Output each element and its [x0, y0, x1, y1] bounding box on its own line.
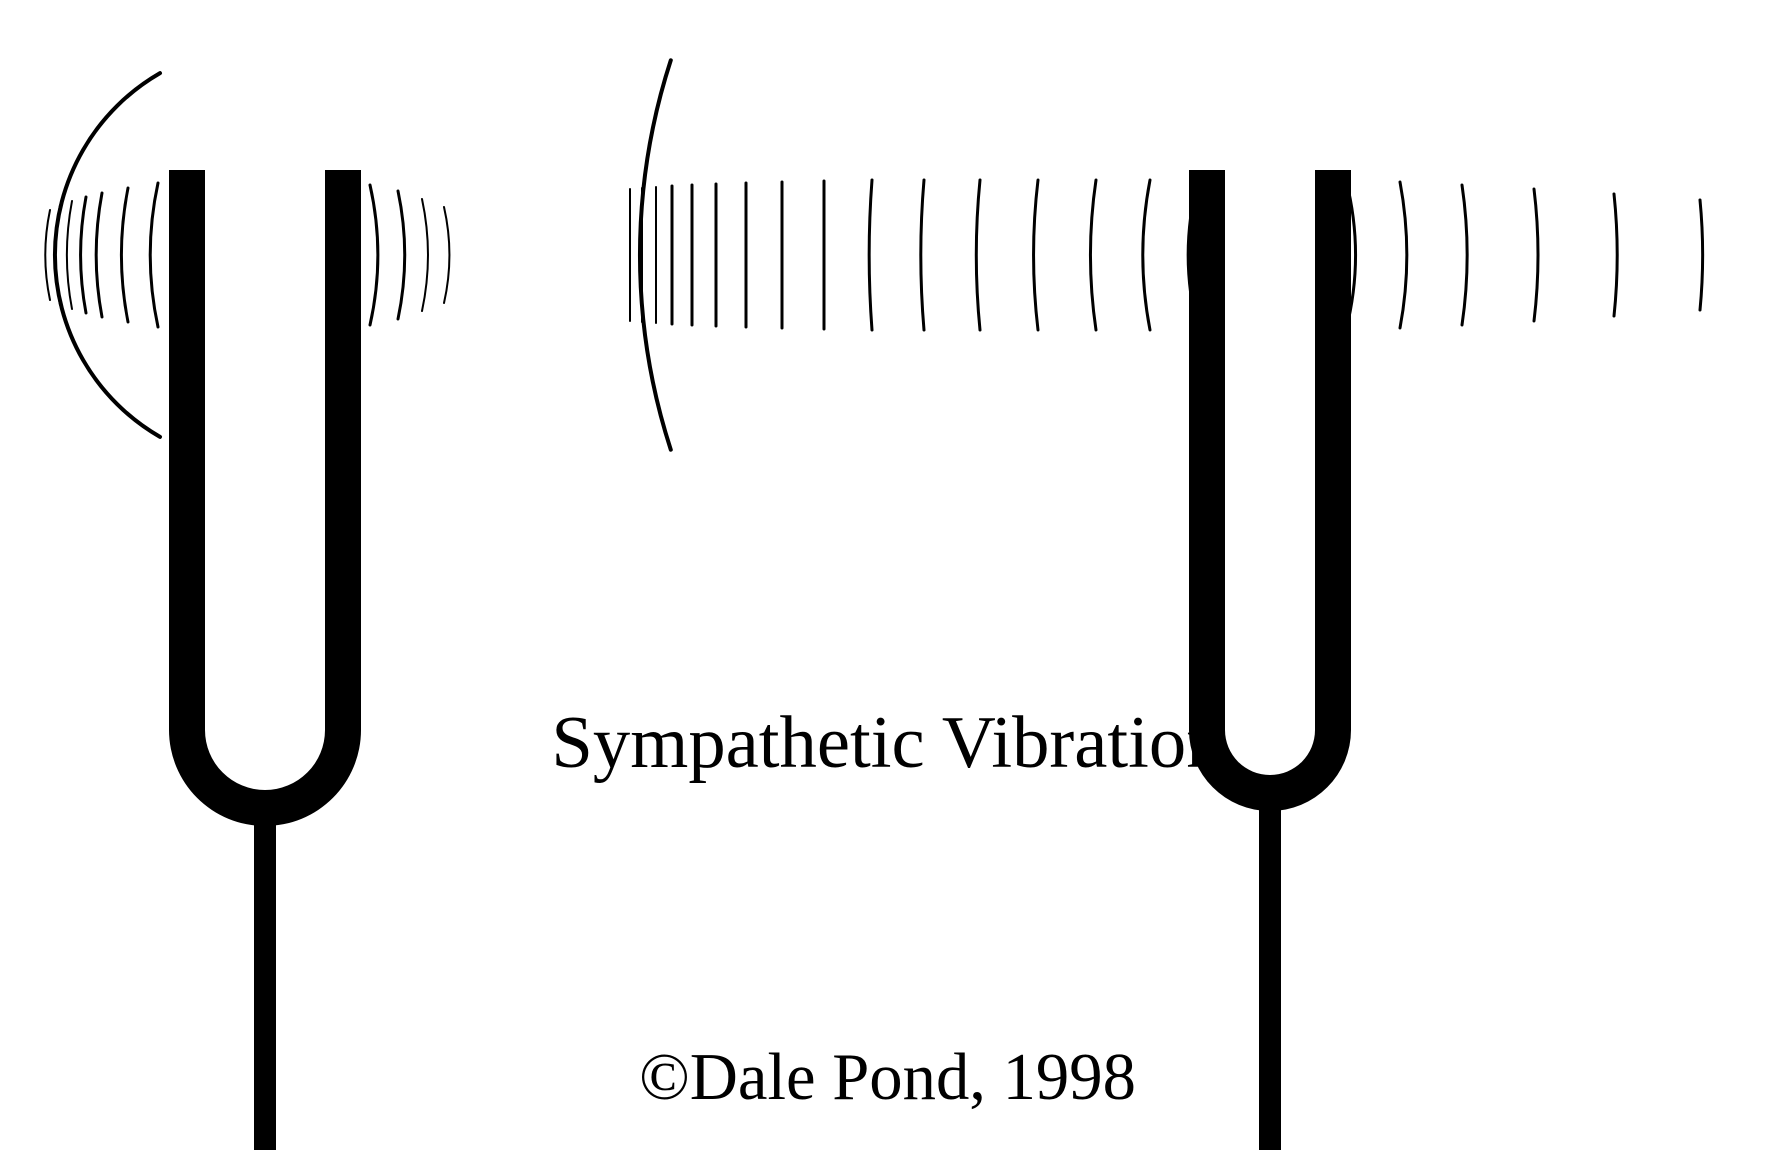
wave-fork1-right-2 — [398, 191, 405, 319]
large-arc-left — [55, 73, 160, 437]
diagram-title: Sympathetic Vibration — [0, 700, 1775, 786]
wave-incoming-arc-5 — [1143, 180, 1150, 330]
wave-fork1-left-6 — [150, 183, 158, 327]
copyright-text: ©Dale Pond, 1998 — [0, 1040, 1775, 1116]
wave-fork1-left-2 — [67, 201, 72, 309]
wave-fork1-left-0 — [45, 210, 50, 300]
tuning-fork-right-tine-left — [1189, 170, 1225, 730]
wave-fork2-right-5 — [1700, 200, 1703, 310]
wave-fork2-right-3 — [1534, 189, 1538, 321]
wave-fork1-right-1 — [370, 185, 378, 325]
wave-incoming-arc-1 — [921, 180, 924, 330]
diagram-stage: Sympathetic Vibration ©Dale Pond, 1998 — [0, 0, 1775, 1150]
tuning-fork-left-tine-right — [325, 170, 361, 730]
wave-fork1-left-3 — [81, 197, 86, 313]
wave-fork1-left-4 — [96, 193, 102, 317]
wave-incoming-arc-4 — [1090, 180, 1096, 330]
diagram-svg — [0, 0, 1775, 1150]
wave-fork2-right-4 — [1614, 194, 1617, 316]
wave-fork2-right-1 — [1400, 182, 1407, 328]
wave-fork1-right-3 — [422, 199, 428, 311]
wave-fork1-right-4 — [444, 207, 449, 303]
wave-fork2-right-2 — [1462, 185, 1467, 325]
wave-incoming-arc-3 — [1034, 180, 1038, 330]
tuning-fork-right-tine-right — [1315, 170, 1351, 730]
wave-incoming-arc-2 — [976, 180, 980, 330]
wave-fork1-left-5 — [121, 188, 128, 322]
wave-incoming-arc-0 — [869, 180, 872, 330]
